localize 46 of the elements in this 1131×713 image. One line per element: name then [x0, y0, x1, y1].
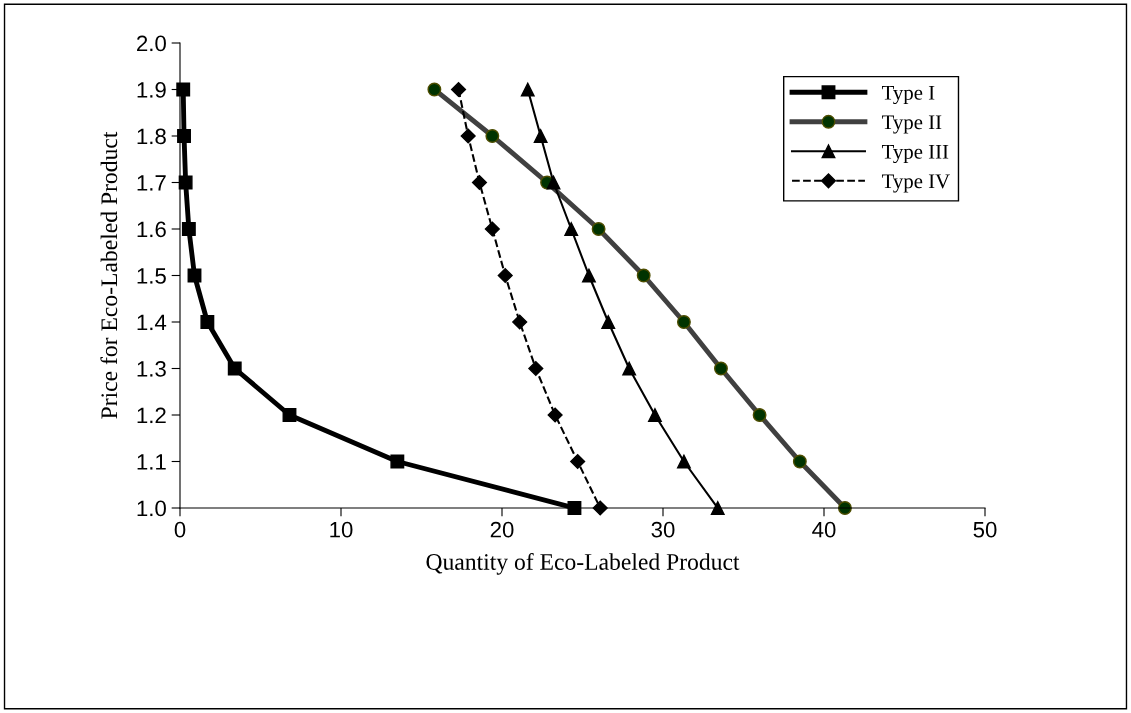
- point: [564, 222, 579, 236]
- y-tick-label: 2.0: [137, 35, 166, 52]
- point: [648, 408, 662, 422]
- y-tick-label: 1.1: [137, 454, 166, 470]
- x-tick-label: 30: [651, 521, 675, 538]
- y-tick-label: 1.2: [137, 407, 166, 424]
- y-tick-label: 1.3: [137, 361, 166, 377]
- y-tick-label: 1.0: [137, 500, 166, 517]
- point: [581, 268, 596, 283]
- point: [533, 129, 548, 143]
- point: [200, 315, 215, 329]
- legend-label: Type II: [881, 115, 942, 134]
- point: [460, 128, 476, 144]
- y-tick-label: 1.7: [137, 175, 166, 191]
- point: [512, 314, 528, 330]
- x-tick-label: 40: [812, 521, 836, 538]
- point: [181, 222, 196, 236]
- y-tick-label: 1.4: [137, 314, 167, 331]
- point: [528, 360, 544, 377]
- point: [484, 221, 500, 237]
- legend-label: Type III: [881, 144, 949, 164]
- point: [601, 315, 616, 329]
- point: [520, 82, 535, 97]
- point: [546, 175, 561, 190]
- point: [471, 174, 488, 191]
- point: [676, 454, 691, 469]
- legend-label: Type IV: [881, 174, 950, 193]
- x-tick-label: 50: [973, 521, 997, 538]
- point: [450, 81, 467, 98]
- point: [622, 361, 637, 376]
- y-tick-label: 1.8: [137, 128, 166, 145]
- x-tick-label: 0: [174, 521, 186, 538]
- y-tick-label: 1.6: [137, 221, 166, 238]
- y-tick-label: 1.9: [137, 82, 166, 98]
- point: [547, 407, 563, 423]
- x-axis-title: Quantity of Eco-Labeled Product: [426, 553, 740, 575]
- y-tick-label: 1.5: [137, 268, 166, 284]
- point: [497, 267, 513, 284]
- x-tick-label: 10: [330, 521, 353, 538]
- y-axis-title: Price for Eco-Labeled Product: [100, 131, 118, 419]
- point: [390, 454, 405, 469]
- x-tick-label: 20: [490, 521, 514, 538]
- point: [570, 453, 586, 470]
- legend-label: Type I: [881, 85, 935, 105]
- point: [282, 408, 297, 422]
- point: [227, 361, 242, 376]
